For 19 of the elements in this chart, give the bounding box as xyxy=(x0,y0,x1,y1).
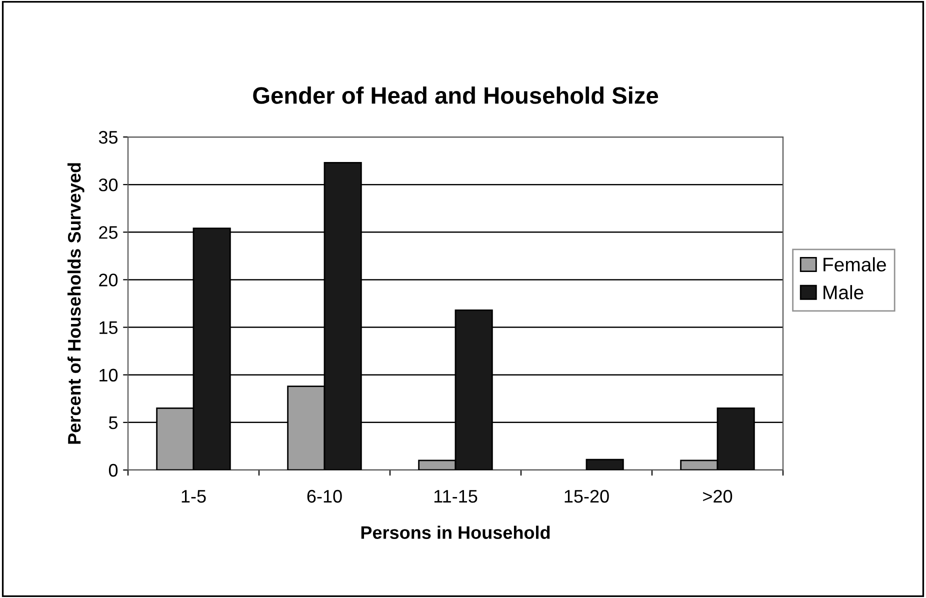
y-axis-title: Percent of Households Surveyed xyxy=(67,163,84,444)
bar xyxy=(586,458,624,470)
x-axis-title: Persons in Household xyxy=(361,526,550,539)
y-tick-label: 15 xyxy=(100,321,118,334)
y-tick-label: 35 xyxy=(98,130,118,144)
y-tick-label: 10 xyxy=(100,368,118,382)
legend-label: Male xyxy=(824,285,864,300)
y-tick-label: 20 xyxy=(99,274,118,286)
x-tick-label: 15-20 xyxy=(564,490,609,503)
legend-label: Female xyxy=(824,257,886,272)
x-tick-label: >20 xyxy=(703,490,732,503)
x-tick-label: 1-5 xyxy=(182,490,206,503)
y-tick-label: 0 xyxy=(108,464,118,477)
y-tick-label: 25 xyxy=(99,226,118,239)
x-tick-label: 11-15 xyxy=(434,490,478,503)
chart-title: Gender of Head and Household Size xyxy=(253,86,658,104)
y-tick-label: 5 xyxy=(108,416,118,430)
x-tick-label: 6-10 xyxy=(307,490,342,503)
y-tick-label: 30 xyxy=(98,178,118,192)
